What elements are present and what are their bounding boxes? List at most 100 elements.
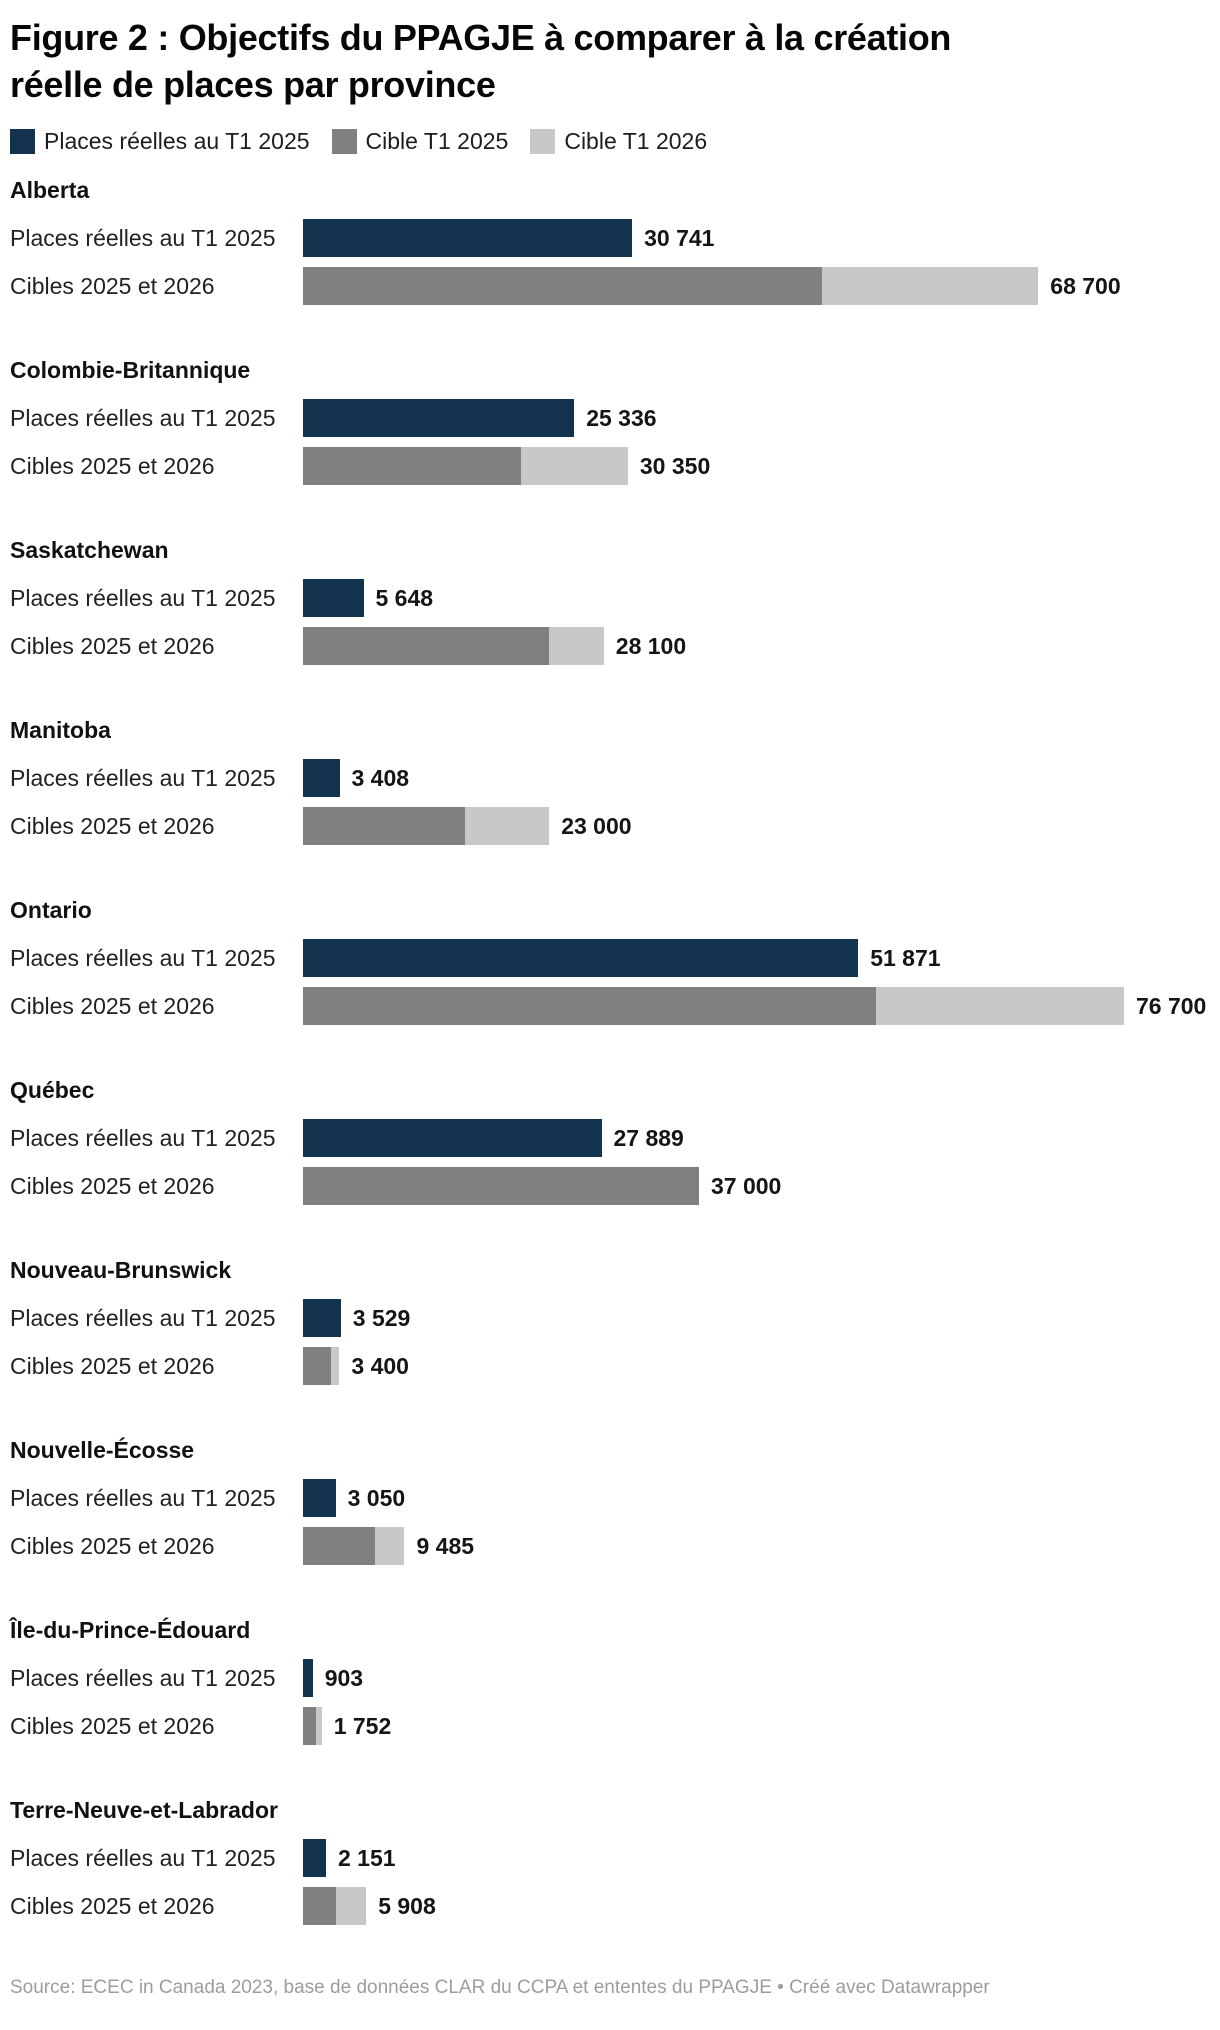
province-block: Nouvelle-Écosse Places réelles au T1 202… xyxy=(10,1437,1210,1566)
actual-row-label: Places réelles au T1 2025 xyxy=(10,1665,276,1692)
province-block: Ontario Places réelles au T1 2025 51 871… xyxy=(10,897,1210,1026)
targets-bar-row: Cibles 2025 et 2026 68 700 xyxy=(10,267,1210,306)
targets-bar-track: 68 700 xyxy=(303,267,1210,306)
target-2026-bar xyxy=(330,1347,340,1386)
actual-row-label: Places réelles au T1 2025 xyxy=(10,765,276,792)
actual-row-label: Places réelles au T1 2025 xyxy=(10,585,276,612)
targets-bar-row: Cibles 2025 et 2026 1 752 xyxy=(10,1707,1210,1746)
actual-value-label: 3 408 xyxy=(351,764,410,791)
target-value-label: 76 700 xyxy=(1135,992,1207,1019)
province-name: Terre-Neuve-et-Labrador xyxy=(10,1797,278,1824)
actual-bar-row: Places réelles au T1 2025 903 xyxy=(10,1659,1210,1698)
province-block: Nouveau-Brunswick Places réelles au T1 2… xyxy=(10,1257,1210,1386)
targets-bar-track: 9 485 xyxy=(303,1527,1210,1566)
targets-bar-track: 3 400 xyxy=(303,1347,1210,1386)
legend-item-target-2025: Cible T1 2025 xyxy=(331,129,508,155)
province-block: Alberta Places réelles au T1 2025 30 741… xyxy=(10,177,1210,306)
chart-title-line1: Figure 2 : Objectifs du PPAGJE à compare… xyxy=(10,17,952,58)
target-value-label: 9 485 xyxy=(416,1532,475,1559)
actual-row-label: Places réelles au T1 2025 xyxy=(10,1305,276,1332)
legend-item-actual: Places réelles au T1 2025 xyxy=(10,128,310,155)
actual-row-label: Places réelles au T1 2025 xyxy=(10,1485,276,1512)
target-2026-bar xyxy=(549,627,604,666)
actual-value-label: 5 648 xyxy=(375,584,434,611)
targets-row-label: Cibles 2025 et 2026 xyxy=(10,453,215,480)
target-value-label: 28 100 xyxy=(615,632,687,659)
chart-title-line2: réelle de places par province xyxy=(10,64,496,106)
targets-row-label: Cibles 2025 et 2026 xyxy=(10,1173,215,1200)
actual-value-label: 27 889 xyxy=(613,1124,684,1151)
actual-bar-row: Places réelles au T1 2025 5 648 xyxy=(10,579,1210,618)
target-2025-bar xyxy=(303,627,550,666)
actual-bar-track: 2 151 xyxy=(303,1839,1210,1878)
actual-bar-track: 903 xyxy=(303,1659,1210,1698)
actual-bar-track: 3 050 xyxy=(303,1479,1210,1518)
province-name: Nouvelle-Écosse xyxy=(10,1437,195,1464)
actual-bar xyxy=(303,1299,341,1338)
targets-bar-row: Cibles 2025 et 2026 5 908 xyxy=(10,1887,1210,1926)
legend-label-actual: Places réelles au T1 2025 xyxy=(44,128,310,155)
target-value-label: 5 908 xyxy=(378,1892,436,1919)
targets-row-label: Cibles 2025 et 2026 xyxy=(10,273,215,300)
target-2025-bar xyxy=(303,1527,375,1566)
targets-bar-track: 5 908 xyxy=(303,1887,1210,1926)
actual-value-label: 2 151 xyxy=(338,1844,396,1871)
actual-value-label: 25 336 xyxy=(586,404,657,431)
target-2025-bar xyxy=(303,1707,316,1746)
province-name: Colombie-Britannique xyxy=(10,357,251,384)
actual-bar-track: 3 408 xyxy=(303,759,1210,798)
actual-bar-row: Places réelles au T1 2025 3 408 xyxy=(10,759,1210,798)
province-block: Terre-Neuve-et-Labrador Places réelles a… xyxy=(10,1797,1210,1926)
targets-row-label: Cibles 2025 et 2026 xyxy=(10,993,215,1020)
actual-bar xyxy=(303,579,364,618)
province-name: Manitoba xyxy=(10,717,111,744)
target-2026-bar xyxy=(521,447,628,486)
actual-bar xyxy=(303,939,859,978)
province-block: Colombie-Britannique Places réelles au T… xyxy=(10,357,1210,486)
legend-swatch-target-2025 xyxy=(331,129,357,155)
province-name: Île-du-Prince-Édouard xyxy=(10,1617,251,1644)
province-name: Nouveau-Brunswick xyxy=(10,1257,232,1284)
actual-bar-track: 51 871 xyxy=(303,939,1210,978)
legend-item-target-2026: Cible T1 2026 xyxy=(530,129,707,155)
target-2025-bar xyxy=(303,1347,331,1386)
province-block: Québec Places réelles au T1 2025 27 889 … xyxy=(10,1077,1210,1206)
targets-row-label: Cibles 2025 et 2026 xyxy=(10,1533,215,1560)
targets-row-label: Cibles 2025 et 2026 xyxy=(10,1893,215,1920)
target-2026-bar xyxy=(822,267,1039,306)
actual-bar xyxy=(303,399,575,438)
province-block: Saskatchewan Places réelles au T1 2025 5… xyxy=(10,537,1210,666)
target-2025-bar xyxy=(303,1887,336,1926)
legend: Places réelles au T1 2025 Cible T1 2025 … xyxy=(10,128,1210,155)
actual-value-label: 3 050 xyxy=(347,1484,406,1511)
chart-title: Figure 2 : Objectifs du PPAGJE à compare… xyxy=(10,14,1210,108)
actual-value-label: 30 741 xyxy=(644,224,715,251)
province-block: Manitoba Places réelles au T1 2025 3 408… xyxy=(10,717,1210,846)
actual-bar-row: Places réelles au T1 2025 3 529 xyxy=(10,1299,1210,1338)
targets-bar-row: Cibles 2025 et 2026 28 100 xyxy=(10,627,1210,666)
legend-swatch-actual xyxy=(10,129,35,155)
actual-bar-row: Places réelles au T1 2025 2 151 xyxy=(10,1839,1210,1878)
target-value-label: 3 400 xyxy=(351,1352,409,1379)
target-2026-bar xyxy=(875,987,1124,1026)
actual-bar-row: Places réelles au T1 2025 30 741 xyxy=(10,219,1210,258)
province-block: Île-du-Prince-Édouard Places réelles au … xyxy=(10,1617,1210,1746)
target-2026-bar xyxy=(374,1527,405,1566)
province-name: Ontario xyxy=(10,897,92,924)
actual-bar-track: 3 529 xyxy=(303,1299,1210,1338)
target-value-label: 68 700 xyxy=(1050,272,1121,299)
actual-bar xyxy=(303,1839,326,1878)
target-2025-bar xyxy=(303,267,823,306)
actual-bar xyxy=(303,219,633,258)
target-2025-bar xyxy=(303,447,522,486)
targets-bar-row: Cibles 2025 et 2026 76 700 xyxy=(10,987,1210,1026)
legend-swatch-target-2026 xyxy=(530,129,556,155)
province-name: Alberta xyxy=(10,177,90,204)
targets-bar-row: Cibles 2025 et 2026 3 400 xyxy=(10,1347,1210,1386)
actual-bar-row: Places réelles au T1 2025 3 050 xyxy=(10,1479,1210,1518)
actual-bar-track: 30 741 xyxy=(303,219,1210,258)
actual-bar-row: Places réelles au T1 2025 51 871 xyxy=(10,939,1210,978)
actual-row-label: Places réelles au T1 2025 xyxy=(10,225,276,252)
targets-bar-row: Cibles 2025 et 2026 9 485 xyxy=(10,1527,1210,1566)
target-2025-bar xyxy=(303,987,876,1026)
